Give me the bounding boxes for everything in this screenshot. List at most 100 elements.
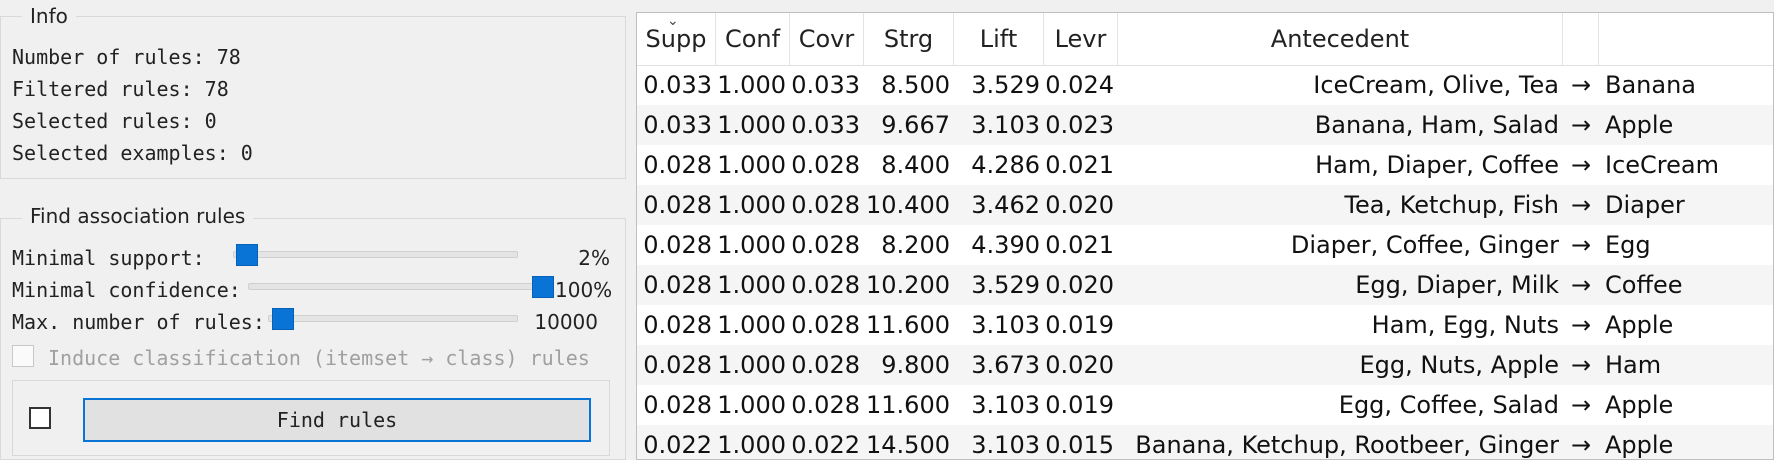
cell-consequent: Apple (1605, 431, 1674, 459)
header-antecedent[interactable]: Antecedent (1118, 13, 1563, 65)
cell-strg: 14.500 (866, 431, 950, 459)
min-support-slider[interactable] (233, 251, 518, 258)
filtered-rules: Filtered rules: 78 (12, 77, 229, 101)
max-rules-slider[interactable] (268, 315, 518, 322)
table-row[interactable]: 0.028 1.000 0.028 10.200 3.529 0.020 Egg, Diap… (637, 265, 1773, 305)
table-row[interactable]: 0.028 1.000 0.028 8.400 4.286 0.021 Ham, Diape… (637, 145, 1773, 185)
cell-antecedent: Banana, Ham, Salad (1314, 111, 1559, 139)
left-panel: Info Number of rules: 78 Filtered rules:… (0, 0, 630, 460)
cell-strg: 9.667 (881, 111, 950, 139)
cell-antecedent: Egg, Coffee, Salad (1338, 391, 1559, 419)
table-row[interactable]: 0.033 1.000 0.033 9.667 3.103 0.023 Banana, Ha… (637, 105, 1773, 145)
cell-arrow: → (1570, 111, 1592, 139)
cell-strg: 11.600 (866, 391, 950, 419)
header-arrow[interactable] (1563, 13, 1599, 65)
cell-strg: 10.200 (866, 271, 950, 299)
cell-arrow: → (1570, 191, 1592, 219)
table-row[interactable]: 0.022 1.000 0.022 14.500 3.103 0.015 Banana, K… (637, 425, 1773, 459)
cell-levr: 0.021 (1045, 151, 1114, 179)
header-consequent[interactable] (1599, 13, 1773, 65)
auto-find-checkbox[interactable] (29, 407, 51, 429)
cell-arrow: → (1570, 71, 1592, 99)
cell-supp: 0.033 (643, 71, 712, 99)
cell-levr: 0.019 (1045, 311, 1114, 339)
cell-arrow: → (1570, 351, 1592, 379)
selected-examples: Selected examples: 0 (12, 141, 253, 165)
cell-levr: 0.020 (1045, 271, 1114, 299)
cell-antecedent: Tea, Ketchup, Fish (1344, 191, 1559, 219)
rules-table[interactable]: ⌄ Supp Conf Covr Strg Lift Levr Antecede… (636, 12, 1774, 460)
cell-lift: 3.529 (971, 271, 1040, 299)
cell-levr: 0.023 (1045, 111, 1114, 139)
cell-lift: 3.462 (971, 191, 1040, 219)
max-rules-handle[interactable] (272, 308, 294, 330)
cell-covr: 0.028 (791, 271, 860, 299)
cell-conf: 1.000 (717, 271, 786, 299)
cell-supp: 0.028 (643, 271, 712, 299)
cell-antecedent: Egg, Diaper, Milk (1355, 271, 1559, 299)
min-confidence-value: 100% (555, 278, 613, 302)
info-group-title: Info (22, 4, 76, 28)
table-row[interactable]: 0.028 1.000 0.028 9.800 3.673 0.020 Egg, Nuts,… (637, 345, 1773, 385)
cell-arrow: → (1570, 231, 1592, 259)
find-rules-button[interactable]: Find rules (83, 398, 591, 442)
cell-arrow: → (1570, 311, 1592, 339)
cell-covr: 0.033 (791, 111, 860, 139)
induce-classification-checkbox[interactable] (12, 345, 34, 367)
cell-consequent: Coffee (1605, 271, 1683, 299)
induce-classification-label: Induce classification (itemset → class) … (48, 346, 590, 370)
min-support-label: Minimal support: (12, 246, 205, 270)
cell-strg: 8.500 (881, 71, 950, 99)
find-button-box (12, 380, 610, 456)
cell-conf: 1.000 (717, 351, 786, 379)
cell-lift: 3.673 (971, 351, 1040, 379)
min-confidence-label: Minimal confidence: (12, 278, 241, 302)
table-row[interactable]: 0.028 1.000 0.028 11.600 3.103 0.019 Ham, Egg,… (637, 305, 1773, 345)
cell-antecedent: Egg, Nuts, Apple (1359, 351, 1559, 379)
cell-levr: 0.020 (1045, 351, 1114, 379)
min-confidence-slider[interactable] (248, 283, 554, 290)
find-rules-group-title: Find association rules (22, 204, 254, 228)
cell-supp: 0.028 (643, 231, 712, 259)
table-header: ⌄ Supp Conf Covr Strg Lift Levr Antecede… (637, 13, 1773, 66)
cell-levr: 0.024 (1045, 71, 1114, 99)
table-row[interactable]: 0.028 1.000 0.028 11.600 3.103 0.019 Egg, Coff… (637, 385, 1773, 425)
header-strg[interactable]: Strg (864, 13, 954, 65)
cell-conf: 1.000 (717, 71, 786, 99)
cell-levr: 0.021 (1045, 231, 1114, 259)
cell-antecedent: Diaper, Coffee, Ginger (1290, 231, 1559, 259)
min-support-handle[interactable] (236, 244, 258, 266)
table-row[interactable]: 0.033 1.000 0.033 8.500 3.529 0.024 IceCream, … (637, 65, 1773, 105)
cell-supp: 0.028 (643, 191, 712, 219)
cell-levr: 0.020 (1045, 191, 1114, 219)
cell-covr: 0.028 (791, 311, 860, 339)
cell-consequent: IceCream (1605, 151, 1719, 179)
min-confidence-handle[interactable] (532, 276, 554, 298)
cell-strg: 10.400 (866, 191, 950, 219)
cell-supp: 0.028 (643, 391, 712, 419)
cell-arrow: → (1570, 431, 1592, 459)
header-supp[interactable]: Supp (637, 13, 716, 65)
cell-conf: 1.000 (717, 191, 786, 219)
cell-lift: 3.103 (971, 431, 1040, 459)
cell-antecedent: Banana, Ketchup, Rootbeer, Ginger (1135, 431, 1559, 459)
max-rules-label: Max. number of rules: (12, 310, 265, 334)
cell-arrow: → (1570, 391, 1592, 419)
cell-lift: 3.103 (971, 111, 1040, 139)
cell-supp: 0.028 (643, 151, 712, 179)
header-conf[interactable]: Conf (716, 13, 790, 65)
table-row[interactable]: 0.028 1.000 0.028 8.200 4.390 0.021 Diaper, Co… (637, 225, 1773, 265)
cell-consequent: Banana (1605, 71, 1697, 99)
table-row[interactable]: 0.028 1.000 0.028 10.400 3.462 0.020 Tea, Ketc… (637, 185, 1773, 225)
cell-covr: 0.033 (791, 71, 860, 99)
cell-covr: 0.028 (791, 391, 860, 419)
cell-antecedent: IceCream, Olive, Tea (1313, 71, 1559, 99)
cell-arrow: → (1570, 151, 1592, 179)
header-covr[interactable]: Covr (790, 13, 864, 65)
cell-levr: 0.019 (1045, 391, 1114, 419)
max-rules-value: 10000 (534, 310, 598, 334)
header-lift[interactable]: Lift (954, 13, 1044, 65)
cell-consequent: Apple (1605, 311, 1674, 339)
cell-supp: 0.033 (643, 111, 712, 139)
header-levr[interactable]: Levr (1044, 13, 1118, 65)
